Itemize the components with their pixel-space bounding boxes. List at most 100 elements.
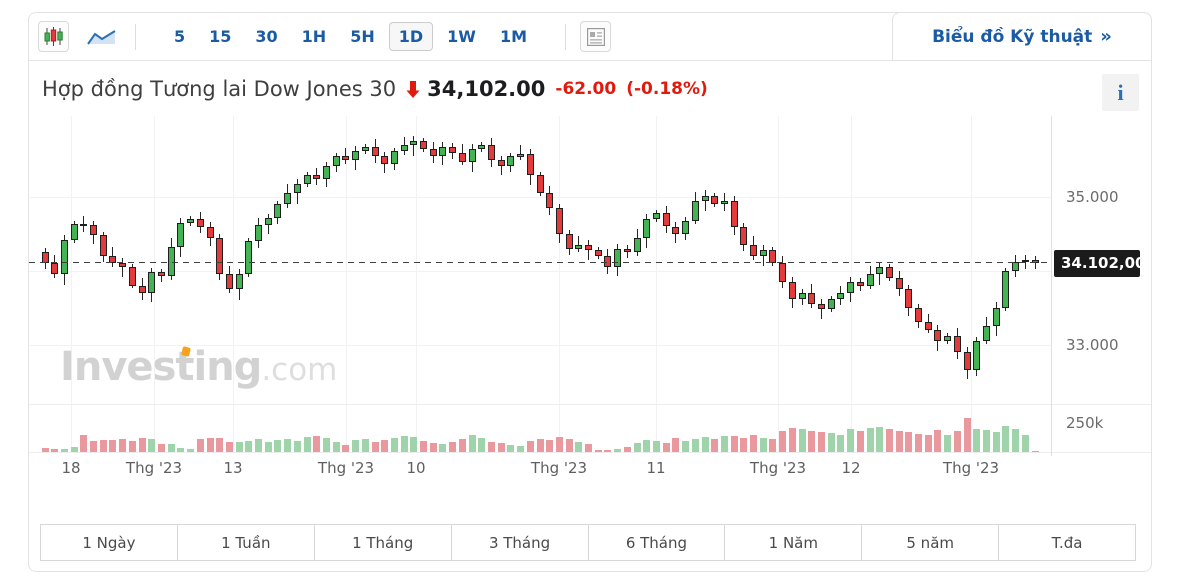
candle-wick	[122, 258, 124, 278]
candle-body	[1002, 270, 1010, 308]
volume-bar	[487, 441, 495, 452]
candle-body	[643, 219, 651, 238]
volume-bar	[876, 427, 884, 452]
price-change-percent: (-0.18%)	[626, 79, 708, 99]
technical-chart-link[interactable]: Biểu đồ Kỹ thuật »	[892, 12, 1152, 61]
candle-body	[332, 156, 340, 167]
volume-bar	[478, 438, 486, 452]
investing-watermark: Investing.com	[60, 344, 337, 390]
candle-body	[206, 226, 214, 238]
x-tick-label: 11	[646, 459, 666, 477]
volume-baseline	[29, 452, 1151, 453]
range-button-1-tuần[interactable]: 1 Tuần	[176, 524, 315, 561]
volume-bar	[779, 431, 787, 452]
range-button-1-năm[interactable]: 1 Năm	[724, 524, 863, 561]
volume-bar	[187, 448, 195, 452]
volume-bar	[458, 438, 466, 452]
timeframe-1H[interactable]: 1H	[292, 22, 337, 51]
candle-body	[963, 351, 971, 371]
candle-body	[507, 156, 515, 167]
candle-body	[779, 263, 787, 282]
candle-body	[216, 237, 224, 275]
volume-bar	[60, 448, 68, 452]
timeframe-1D[interactable]: 1D	[388, 22, 434, 51]
x-tick-label: 12	[841, 459, 861, 477]
candle-body	[157, 272, 165, 276]
volume-bar	[381, 439, 389, 452]
price-change: -62.00	[555, 79, 617, 99]
timeframe-1W[interactable]: 1W	[437, 22, 486, 51]
volume-bar	[206, 438, 214, 452]
volume-bar	[856, 430, 864, 452]
candle-body	[973, 340, 981, 371]
volume-bar	[352, 440, 360, 452]
range-button-3-tháng[interactable]: 3 Tháng	[450, 524, 589, 561]
timeframe-5[interactable]: 5	[164, 22, 195, 51]
volume-bar	[468, 434, 476, 452]
x-tick-label: Thg '23	[317, 459, 375, 477]
range-button-6-tháng[interactable]: 6 Tháng	[587, 524, 726, 561]
volume-bar	[507, 445, 515, 452]
candle-body	[400, 145, 408, 152]
range-button-5-năm[interactable]: 5 năm	[861, 524, 1000, 561]
candle-body	[992, 307, 1000, 327]
volume-bar	[410, 436, 418, 452]
candle-body	[439, 146, 447, 157]
candle-wick	[578, 236, 580, 253]
candlestick-chart-button[interactable]	[38, 21, 69, 52]
volume-bar	[245, 440, 253, 452]
news-panel-icon	[586, 27, 605, 46]
volume-bar	[80, 434, 88, 452]
x-tick-label: Thg '23	[530, 459, 588, 477]
volume-bar	[730, 436, 738, 452]
last-price: 34,102.00	[427, 77, 546, 101]
volume-bar	[953, 431, 961, 452]
candle-body	[293, 183, 301, 194]
volume-bar	[293, 440, 301, 452]
candle-body	[313, 174, 321, 179]
candle-body	[953, 335, 961, 352]
volume-bar	[322, 438, 330, 452]
candle-body	[691, 200, 699, 221]
timeframe-15[interactable]: 15	[199, 22, 241, 51]
line-chart-button[interactable]	[83, 21, 121, 52]
range-button-1-tháng[interactable]: 1 Tháng	[313, 524, 452, 561]
candle-body	[730, 200, 738, 227]
volume-bar	[720, 435, 728, 452]
volume-bar	[691, 439, 699, 452]
candle-body	[817, 303, 825, 310]
volume-bar	[225, 441, 233, 452]
range-button-1-ngày[interactable]: 1 Ngày	[40, 524, 178, 561]
volume-bar	[847, 428, 855, 452]
v-gridline	[416, 116, 417, 452]
timeframe-1M[interactable]: 1M	[490, 22, 537, 51]
plot-area[interactable]: Investing.com	[29, 116, 1051, 456]
candle-body	[487, 145, 495, 161]
range-button-t.đa[interactable]: T.đa	[998, 524, 1136, 561]
candle-body	[51, 263, 59, 275]
timeframe-30[interactable]: 30	[245, 22, 287, 51]
candle-body	[905, 289, 913, 308]
candle-body	[148, 272, 156, 293]
volume-bar	[973, 428, 981, 452]
volume-bar	[128, 440, 136, 452]
time-axis[interactable]: 18 Thg '23 13 Thg '23 10 Thg '23 11 Thg '23 12 Th…	[29, 459, 1051, 479]
candle-wick	[413, 135, 415, 156]
news-panel-button[interactable]	[580, 21, 611, 52]
volume-bar	[429, 442, 437, 452]
candle-body	[245, 241, 253, 274]
candle-body	[604, 256, 612, 268]
candle-body	[837, 292, 845, 299]
volume-bar	[992, 432, 1000, 452]
info-button[interactable]: i	[1102, 74, 1139, 111]
candle-body	[847, 281, 855, 293]
volume-bar	[70, 447, 78, 452]
timeframe-5H[interactable]: 5H	[340, 22, 385, 51]
candlestick-chart-icon	[44, 27, 63, 46]
volume-bar	[439, 443, 447, 452]
volume-bar	[682, 440, 690, 452]
price-axis[interactable]: 34.102,00 35.000 33.000 250k	[1051, 116, 1151, 456]
volume-tick-label: 250k	[1066, 414, 1104, 432]
chart-widget: 5 15 30 1H 5H 1D 1W 1M Biểu đồ Kỹ thuật » Hợp đ…	[28, 12, 1152, 572]
x-tick-label: 13	[223, 459, 243, 477]
